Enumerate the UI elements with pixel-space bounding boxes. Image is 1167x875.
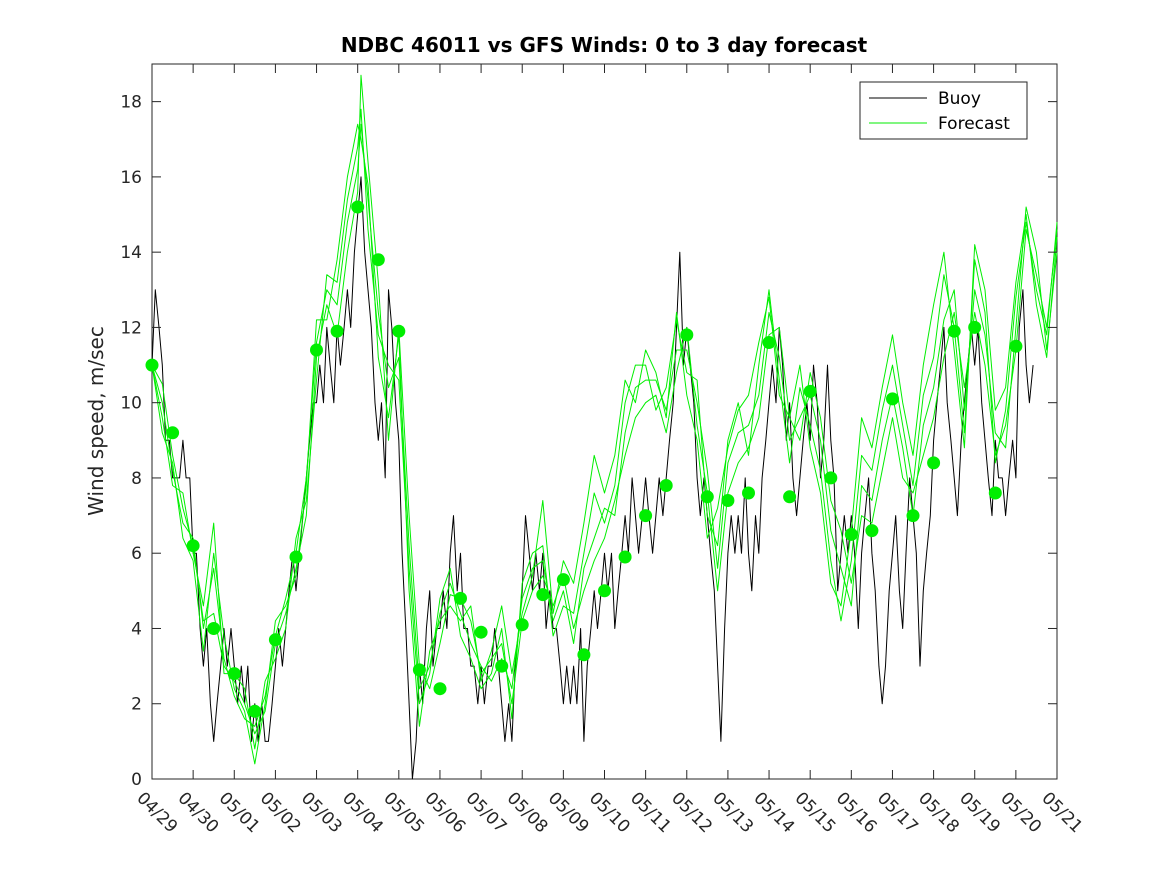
forecast-marker-21 — [577, 648, 591, 662]
forecast-marker-32 — [803, 384, 817, 398]
forecast-marker-33 — [824, 471, 838, 485]
forecast-marker-12 — [392, 324, 406, 338]
legend-label-buoy: Buoy — [938, 89, 981, 109]
forecast-marker-17 — [495, 659, 509, 673]
forecast-marker-37 — [906, 509, 920, 523]
forecast-marker-1 — [166, 426, 180, 440]
y-tick-label-3: 6 — [131, 544, 142, 564]
forecast-marker-30 — [762, 336, 776, 349]
legend: Buoy Forecast — [859, 81, 1028, 140]
forecast-marker-0 — [145, 358, 159, 372]
marker-layer — [145, 200, 1023, 718]
forecast-marker-18 — [515, 618, 529, 632]
forecast-marker-38 — [927, 456, 941, 470]
forecast-marker-15 — [454, 591, 467, 605]
forecast-marker-28 — [721, 494, 735, 507]
chart-title: NDBC 46011 vs GFS Winds: 0 to 3 day fore… — [341, 33, 868, 57]
series-line-forecast-4 — [151, 123, 1058, 765]
forecast-marker-39 — [947, 324, 961, 338]
forecast-marker-42 — [1009, 339, 1023, 353]
forecast-marker-14 — [433, 682, 447, 696]
forecast-marker-26 — [680, 328, 694, 342]
forecast-marker-22 — [598, 584, 611, 598]
series-line-forecast-1 — [151, 74, 1058, 735]
forecast-marker-13 — [412, 663, 426, 677]
y-tick-label-7: 14 — [120, 243, 142, 263]
y-tick-label-4: 8 — [131, 469, 142, 489]
y-tick-label-5: 10 — [120, 394, 142, 414]
forecast-marker-36 — [886, 392, 899, 406]
y-tick-label-8: 16 — [120, 168, 142, 188]
axes-box — [151, 63, 1058, 780]
forecast-marker-27 — [700, 490, 714, 504]
forecast-marker-2 — [186, 539, 200, 553]
forecast-marker-19 — [536, 588, 550, 602]
y-tick-label-6: 12 — [120, 318, 142, 338]
series-line-forecast-3 — [151, 108, 1058, 750]
forecast-marker-40 — [968, 320, 982, 334]
forecast-marker-29 — [742, 486, 755, 500]
forecast-marker-3 — [207, 622, 221, 635]
y-axis: 0 2 4 6 8 10 12 14 16 18 — [120, 93, 1057, 790]
forecast-marker-9 — [330, 324, 344, 338]
forecast-marker-20 — [556, 573, 570, 587]
forecast-marker-7 — [289, 550, 303, 564]
forecast-marker-31 — [783, 490, 797, 504]
forecast-marker-6 — [268, 633, 282, 647]
forecast-marker-34 — [844, 527, 858, 541]
forecast-marker-8 — [310, 343, 323, 357]
y-tick-label-1: 2 — [131, 695, 142, 715]
y-tick-label-2: 4 — [131, 619, 142, 639]
legend-box — [859, 81, 1028, 140]
forecast-marker-23 — [618, 550, 632, 564]
forecast-marker-5 — [248, 704, 262, 718]
forecast-marker-41 — [988, 486, 1002, 500]
y-tick-label-0: 0 — [131, 770, 142, 790]
series-line-forecast-2 — [151, 123, 1058, 727]
forecast-marker-35 — [865, 524, 879, 538]
y-axis-label: Wind speed, m/sec — [84, 326, 108, 516]
legend-label-forecast: Forecast — [938, 114, 1010, 134]
forecast-marker-10 — [351, 200, 365, 214]
forecast-marker-4 — [227, 667, 241, 681]
plot-area — [145, 63, 1058, 780]
forecast-marker-16 — [474, 625, 488, 639]
y-tick-label-9: 18 — [120, 93, 142, 113]
forecast-marker-24 — [639, 509, 653, 523]
forecast-marker-25 — [659, 479, 673, 492]
forecast-marker-11 — [371, 253, 385, 267]
